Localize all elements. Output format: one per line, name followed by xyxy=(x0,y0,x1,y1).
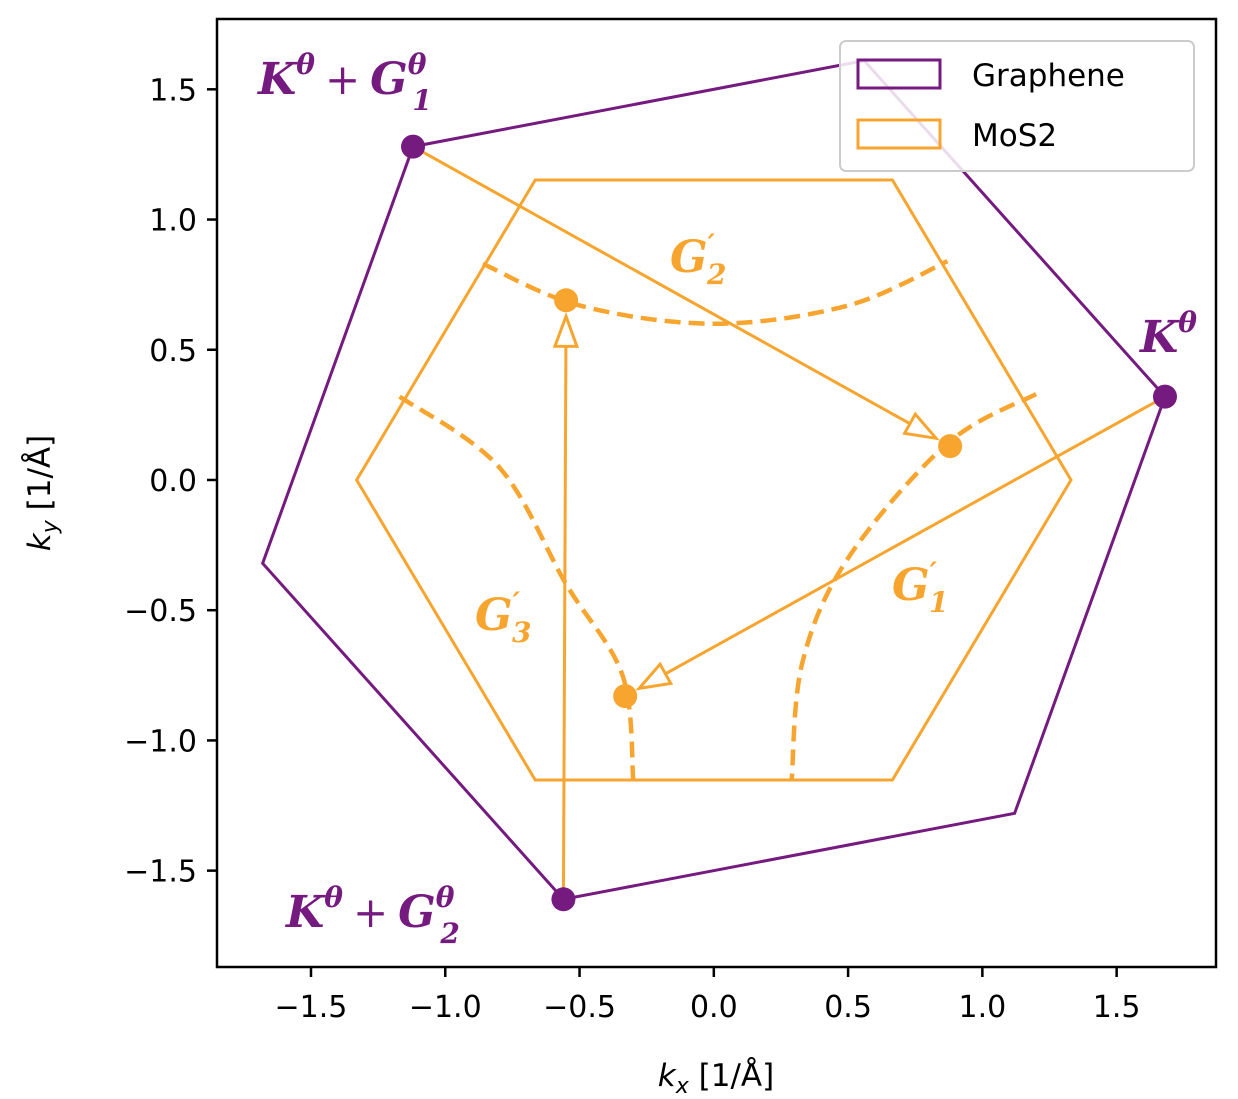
x-axis-label: kx [1/Å] xyxy=(658,1058,774,1099)
y-axis-label: ky [1/Å] xyxy=(22,435,63,551)
y-tick-label: 1.0 xyxy=(149,204,197,239)
mos2-point-p2 xyxy=(554,288,579,313)
arrow-head-G3prime xyxy=(552,311,580,348)
dashed-arc-right xyxy=(789,392,1038,780)
x-tick-label: 0.5 xyxy=(824,990,872,1025)
x-tick-label: −1.0 xyxy=(409,990,482,1025)
hexagon-mos2 xyxy=(354,178,1073,782)
arrow-head-G1prime xyxy=(635,661,674,691)
dashed-arc-top xyxy=(481,259,949,326)
point-layer xyxy=(401,134,1177,912)
y-tick-label: 0.5 xyxy=(149,334,197,369)
legend-box xyxy=(839,40,1195,172)
annotation-K-theta: Kθ xyxy=(1138,306,1197,363)
y-tick-label: 1.5 xyxy=(149,73,197,108)
graphene-point-K+G1 xyxy=(401,134,426,159)
hexagon-layer xyxy=(260,59,1167,901)
arrow-layer xyxy=(412,145,1166,900)
x-tick-label: −0.5 xyxy=(543,990,616,1025)
y-axis-ticks: −1.5 −1.0 −0.5 0.0 0.5 1.0 1.5 xyxy=(124,73,217,890)
y-tick-label: −0.5 xyxy=(124,594,197,629)
x-axis-ticks: −1.5 −1.0 −0.5 0.0 0.5 1.0 1.5 xyxy=(275,967,1141,1025)
legend-label-graphene: Graphene xyxy=(972,58,1125,94)
y-tick-label: 0.0 xyxy=(149,464,197,499)
legend-label-mos2: MoS2 xyxy=(972,118,1057,154)
arrow-shaft-G3prime xyxy=(561,346,568,900)
x-tick-label: 1.0 xyxy=(959,990,1007,1025)
annotation-G1-prime: G′ 1 xyxy=(892,556,948,619)
annotation-G2-prime: G′ 2 xyxy=(670,228,726,291)
legend-swatch-mos2 xyxy=(856,118,942,150)
hexagon-graphene xyxy=(260,59,1167,901)
x-tick-label: −1.5 xyxy=(275,990,348,1025)
graphene-point-K+G2 xyxy=(551,887,576,912)
legend-swatch-graphene xyxy=(856,58,942,90)
mos2-point-p1 xyxy=(938,434,963,459)
annotation-K-theta-plus-G1: Kθ + Gθ 1 xyxy=(256,48,432,117)
legend: Graphene MoS2 xyxy=(839,40,1195,172)
y-tick-label: −1.0 xyxy=(124,724,197,759)
annotation-K-theta-plus-G2: Kθ + Gθ 2 xyxy=(284,881,460,950)
plot-frame xyxy=(215,17,1218,969)
graphene-point-K xyxy=(1152,384,1177,409)
mos2-point-p3 xyxy=(613,684,638,709)
annotation-G3-prime: G′ 3 xyxy=(475,586,531,649)
arrow-shaft-G2prime xyxy=(412,145,911,426)
y-tick-label: −1.5 xyxy=(124,855,197,890)
arrow-shaft-G1prime xyxy=(664,395,1166,676)
x-tick-label: 1.5 xyxy=(1093,990,1141,1025)
x-tick-label: 0.0 xyxy=(690,990,738,1025)
arrow-head-G2prime xyxy=(902,411,940,441)
